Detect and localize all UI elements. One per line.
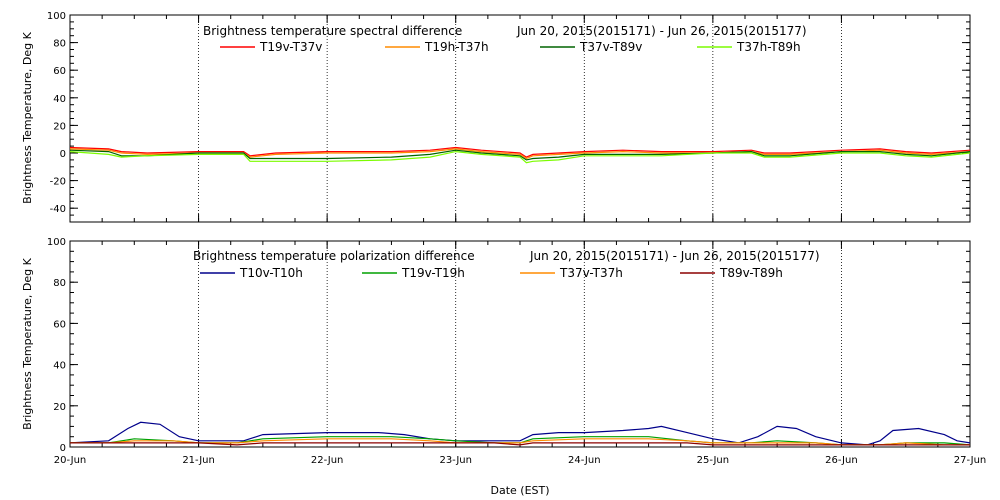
bot-ytick-label-1: 20 — [53, 402, 66, 413]
bot-xtick-label-3: 23-Jun — [439, 455, 472, 466]
bot-ytick-label-2: 40 — [53, 361, 66, 372]
bot-xtick-label-4: 24-Jun — [568, 455, 601, 466]
top-series-lines — [69, 146, 971, 164]
bottom-axis-ticks: 0 20 40 60 80 100 20-Jun 21-Jun 22-Jun 23-Jun 24-J… — [47, 237, 986, 466]
top-ytick-label-5: 60 — [53, 66, 66, 77]
top-ytick-label-7: 100 — [47, 11, 66, 22]
bot-legend-label-0: T10v-T10h — [239, 266, 303, 280]
top-series-line-3 — [69, 150, 971, 164]
bot-ytick-label-0: 0 — [60, 443, 66, 454]
bot-xtick-label-2: 22-Jun — [311, 455, 344, 466]
top-plot-frame — [69, 14, 971, 223]
bottom-y-axis-label: Brightness Temperature, Deg K — [21, 257, 34, 429]
top-legend-label-1: T19h-T37h — [424, 40, 489, 54]
top-series-line-2 — [69, 149, 971, 161]
bot-legend-label-1: T19v-T19h — [401, 266, 465, 280]
top-chart-title: Brightness temperature spectral differen… — [203, 24, 462, 38]
top-legend: T19v-T37v T19h-T37h T37v-T89v T37h-T89h — [220, 40, 801, 54]
top-y-axis-label: Brightness Temperature, Deg K — [21, 31, 34, 203]
bottom-chart-date-range: Jun 20, 2015(2015171) - Jun 26, 2015(201… — [529, 249, 820, 263]
top-ytick-label-2: 0 — [60, 149, 66, 160]
top-ytick-label-1: -20 — [50, 177, 66, 188]
bottom-series-lines — [69, 421, 971, 446]
top-ytick-label-3: 20 — [53, 121, 66, 132]
polarization-difference-panel: 0 20 40 60 80 100 20-Jun 21-Jun 22-Jun 23-Jun 24-J… — [21, 237, 986, 497]
bot-xtick-label-1: 21-Jun — [182, 455, 215, 466]
top-ytick-label-4: 40 — [53, 94, 66, 105]
top-series-line-0 — [69, 146, 971, 158]
bottom-vertical-gridlines — [198, 241, 842, 447]
top-legend-label-0: T19v-T37v — [259, 40, 322, 54]
bot-series-line-0 — [69, 421, 971, 446]
bot-legend-label-2: T37v-T37h — [559, 266, 623, 280]
top-ytick-label-0: -40 — [50, 204, 66, 215]
bot-legend-label-3: T89v-T89h — [719, 266, 783, 280]
top-ytick-label-6: 80 — [53, 39, 66, 50]
bottom-chart-title: Brightness temperature polarization diff… — [193, 249, 475, 263]
bot-ytick-label-5: 100 — [47, 237, 66, 248]
top-axis-ticks: -40 -20 0 20 40 60 80 100 — [47, 11, 971, 223]
top-chart-date-range: Jun 20, 2015(2015171) - Jun 26, 2015(201… — [516, 24, 807, 38]
bot-series-line-3 — [70, 442, 970, 446]
top-legend-label-2: T37v-T89v — [579, 40, 642, 54]
top-legend-label-3: T37h-T89h — [736, 40, 801, 54]
bot-xtick-label-0: 20-Jun — [54, 455, 87, 466]
bottom-legend: T10v-T10h T19v-T19h T37v-T37h T89v-T89h — [200, 266, 783, 280]
bottom-plot-frame — [69, 240, 971, 448]
bot-xtick-label-6: 26-Jun — [825, 455, 858, 466]
bot-xtick-label-5: 25-Jun — [697, 455, 730, 466]
bot-xtick-label-7: 27-Jun — [954, 455, 987, 466]
bot-ytick-label-4: 80 — [53, 278, 66, 289]
bot-ytick-label-3: 60 — [53, 319, 66, 330]
x-axis-label: Date (EST) — [490, 484, 549, 497]
spectral-difference-panel: -40 -20 0 20 40 60 80 100 Brightness temperatur… — [21, 11, 971, 223]
